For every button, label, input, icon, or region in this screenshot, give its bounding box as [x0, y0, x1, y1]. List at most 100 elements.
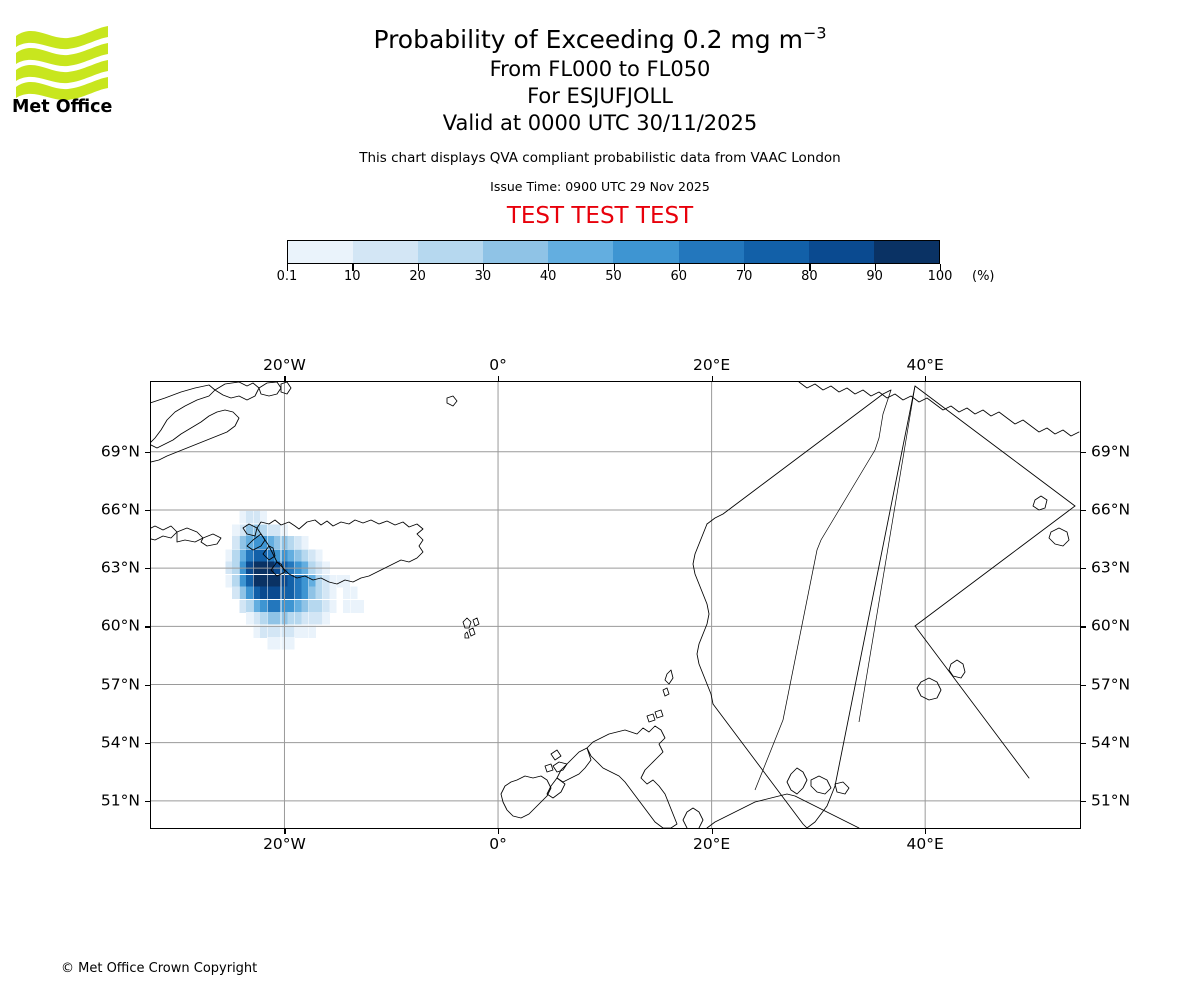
ash-cell — [273, 625, 281, 638]
colorbar-band-3 — [483, 241, 549, 263]
ash-cell — [336, 574, 344, 588]
colorbar-tick-3 — [482, 264, 485, 271]
logo-text: Met Office — [12, 97, 112, 114]
ash-cell — [232, 549, 240, 563]
ash-cell — [273, 600, 281, 613]
ash-cell — [267, 636, 275, 650]
lat-label-right-1: 66°N — [1091, 500, 1131, 519]
logo-waves-icon — [16, 26, 108, 101]
ash-cell — [301, 600, 309, 613]
ash-cell — [295, 611, 303, 625]
lat-tick-right-0 — [1081, 451, 1086, 454]
ash-cell — [309, 586, 316, 600]
ash-cell — [259, 510, 267, 524]
ash-cell — [273, 549, 281, 563]
ash-cell — [246, 549, 253, 563]
lon-tick-bottom-0 — [284, 829, 286, 834]
lat-tick-right-5 — [1081, 742, 1086, 744]
ash-cell — [343, 586, 351, 600]
ash-cell — [301, 611, 309, 625]
lon-tick-top-2 — [711, 376, 713, 381]
ash-cell — [309, 549, 316, 563]
ash-cell — [225, 549, 233, 563]
lat-tick-right-2 — [1081, 568, 1086, 570]
ash-cell — [343, 600, 351, 613]
ash-cell — [329, 574, 337, 588]
ash-cell — [287, 611, 295, 625]
ash-cell — [295, 625, 303, 638]
colorbar-tick-5 — [613, 264, 615, 271]
ash-cell — [287, 536, 295, 549]
ash-cell — [246, 536, 253, 549]
ash-cell — [259, 600, 267, 613]
ash-cell — [322, 600, 330, 613]
ash-cell — [246, 611, 253, 625]
lon-label-bottom-3: 40°E — [906, 835, 944, 853]
lat-label-right-4: 57°N — [1091, 675, 1131, 693]
colorbar-tick-10 — [940, 264, 942, 271]
colorbar-tick-labels: 0.1 10 20 30 40 50 60 70 80 90 100 — [0, 269, 1200, 287]
chart-title: Probability of Exceeding 0.2 mg m−3 — [0, 24, 1200, 56]
ash-cell — [287, 600, 295, 613]
colorbar-band-4 — [548, 241, 614, 263]
colorbar-unit-label: (%) — [972, 269, 995, 284]
ash-cell — [239, 536, 247, 549]
colorbar-tick-label-5: 50 — [605, 269, 622, 284]
lon-label-bottom-1: 0° — [489, 835, 507, 853]
ash-cell — [295, 536, 303, 549]
ash-cell — [287, 586, 295, 600]
ash-cell — [253, 510, 261, 524]
colorbar-band-5 — [613, 241, 679, 263]
lon-label-top-1: 0° — [489, 356, 507, 374]
lat-tick-right-4 — [1081, 684, 1086, 686]
lat-label-left-4: 57°N — [100, 675, 140, 693]
lat-label-right-0: 69°N — [1091, 442, 1131, 461]
lon-tick-bottom-2 — [711, 829, 713, 834]
lat-tick-left-6 — [145, 800, 150, 803]
ash-cell — [315, 586, 323, 600]
colorbar-tick-label-8: 80 — [801, 269, 818, 284]
chart-title-text: Probability of Exceeding 0.2 mg m — [373, 25, 803, 54]
ash-cell — [273, 636, 281, 650]
chart-title-exponent: −3 — [802, 23, 827, 43]
ash-cell — [259, 574, 267, 588]
ash-cell — [301, 574, 309, 588]
ash-cell — [315, 574, 323, 588]
lat-tick-left-1 — [145, 509, 150, 512]
ash-cell — [273, 536, 281, 549]
ash-cell — [267, 524, 275, 538]
lat-label-left-3: 60°N — [100, 616, 140, 635]
ash-cell — [273, 574, 281, 588]
ash-cell — [267, 574, 275, 588]
colorbar-band-6 — [678, 241, 744, 263]
lat-label-right-6: 51°N — [1091, 791, 1131, 810]
lon-label-bottom-2: 20°E — [692, 835, 731, 853]
ash-cell — [246, 524, 253, 538]
ash-cell — [253, 549, 261, 563]
colorbar-tick-6 — [678, 264, 681, 271]
lon-tick-top-3 — [925, 376, 927, 381]
ash-cell — [273, 586, 281, 600]
ash-cell — [267, 536, 275, 549]
ash-cell — [239, 600, 247, 613]
ash-cell — [287, 549, 295, 563]
ash-cell — [267, 586, 275, 600]
map-panel[interactable] — [150, 381, 1081, 829]
ash-cell — [315, 549, 323, 563]
ash-cell — [246, 574, 253, 588]
lat-tick-left-2 — [145, 568, 150, 570]
ash-cell — [253, 600, 261, 613]
ash-cell — [253, 574, 261, 588]
colorbar-tick-7 — [744, 264, 746, 271]
ash-cell — [239, 524, 247, 538]
ash-cell — [350, 586, 358, 600]
lat-tick-left-3 — [145, 626, 150, 628]
ash-cell — [239, 549, 247, 563]
lat-label-left-0: 69°N — [100, 442, 140, 461]
colorbar — [287, 240, 940, 264]
ash-cell — [225, 574, 233, 588]
colorbar-tick-label-2: 20 — [409, 269, 426, 284]
ash-cell — [273, 524, 281, 538]
lon-label-top-0: 20°W — [263, 356, 306, 374]
ash-cell — [253, 586, 261, 600]
